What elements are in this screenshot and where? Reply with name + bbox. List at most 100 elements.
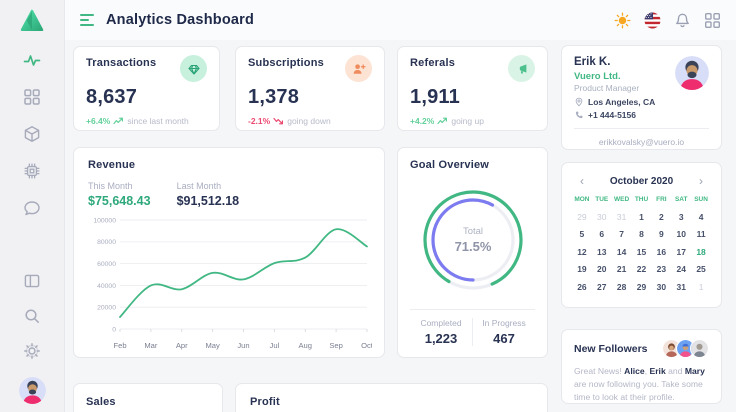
menu-toggle-icon[interactable] xyxy=(80,14,95,26)
svg-text:Apr: Apr xyxy=(176,341,188,350)
last-month-label: Last Month xyxy=(176,181,222,191)
svg-text:Feb: Feb xyxy=(113,341,126,350)
calendar-day[interactable]: 1 xyxy=(639,211,644,222)
new-followers-card: New Followers Great News! Alice, Erik an… xyxy=(561,329,722,404)
svg-text:60000: 60000 xyxy=(97,261,116,268)
cube-icon[interactable] xyxy=(23,125,41,143)
goal-chart xyxy=(423,190,523,290)
calendar-day[interactable]: 4 xyxy=(698,211,704,222)
calendar-card: ‹ October 2020 › MON TUE WED THU FRI SAT SUN 29… xyxy=(561,162,722,308)
calendar-day[interactable]: 20 xyxy=(597,264,607,274)
search-icon[interactable] xyxy=(23,307,41,325)
svg-text:100000: 100000 xyxy=(93,217,116,224)
calendar-day[interactable]: 22 xyxy=(636,264,647,274)
stat-card-transactions: Transactions 8,637 +6.4% since last mont… xyxy=(73,46,220,131)
calendar-day[interactable]: 29 xyxy=(636,281,647,292)
calendar-title: October 2020 xyxy=(609,175,674,187)
svg-text:Jun: Jun xyxy=(237,341,249,350)
header: Analytics Dashboard xyxy=(65,0,736,40)
svg-text:Mar: Mar xyxy=(144,341,158,350)
header-actions xyxy=(614,12,721,29)
revenue-card: Revenue This Month $75,648.43 Last Month… xyxy=(73,147,385,358)
calendar-day[interactable]: 13 xyxy=(597,246,607,257)
calendar-day[interactable]: 25 xyxy=(696,264,706,274)
calendar-day[interactable]: 18 xyxy=(696,246,706,257)
theme-sun-icon[interactable] xyxy=(614,12,631,29)
sales-title: Sales xyxy=(86,396,116,408)
calendar-day-name: MON xyxy=(574,196,590,203)
calendar-day[interactable]: 1 xyxy=(698,281,704,292)
goal-title: Goal Overview xyxy=(410,159,490,171)
calendar-day[interactable]: 19 xyxy=(577,264,587,274)
app-logo-icon[interactable] xyxy=(19,8,45,34)
calendar-day[interactable]: 14 xyxy=(616,246,627,257)
stat-delta: +4.2% xyxy=(410,116,435,126)
revenue-title: Revenue xyxy=(88,159,136,171)
inprogress-label: In Progress xyxy=(482,318,526,328)
panels-icon[interactable] xyxy=(23,272,41,290)
profile-location: Los Angeles, CA xyxy=(588,96,656,107)
calendar-day[interactable]: 31 xyxy=(676,281,686,292)
stat-note: going up xyxy=(451,116,484,126)
location-pin-icon xyxy=(575,97,583,106)
calendar-day[interactable]: 12 xyxy=(577,246,587,257)
user-avatar[interactable] xyxy=(18,377,46,404)
calendar-day[interactable]: 10 xyxy=(676,229,686,239)
calendar-day[interactable]: 5 xyxy=(579,229,585,239)
calendar-day[interactable]: 26 xyxy=(577,281,587,292)
calendar-day[interactable]: 7 xyxy=(619,229,624,239)
apps-grid-icon[interactable] xyxy=(704,12,721,29)
calendar-day[interactable]: 27 xyxy=(597,281,607,292)
phone-icon xyxy=(575,111,583,119)
goal-overview-card: Goal Overview Total 71.5% Completed 1,22… xyxy=(397,147,548,358)
follower-avatar-alice[interactable] xyxy=(662,339,681,358)
calendar-next-button[interactable]: › xyxy=(699,174,703,188)
calendar-day[interactable]: 6 xyxy=(599,229,605,239)
followers-text: Great News! Alice, Erik and Mary are now… xyxy=(574,366,705,402)
calendar-day[interactable]: 8 xyxy=(639,229,644,239)
calendar-day[interactable]: 15 xyxy=(636,246,647,257)
calendar-day-name: THU xyxy=(634,196,649,203)
profit-title: Profit xyxy=(250,396,280,408)
chat-icon[interactable] xyxy=(23,199,41,217)
calendar-day[interactable]: 30 xyxy=(656,281,667,292)
profile-avatar[interactable] xyxy=(675,56,709,90)
follower-avatar-erik[interactable] xyxy=(676,339,695,358)
calendar-day-name: SUN xyxy=(694,196,708,203)
svg-text:80000: 80000 xyxy=(97,239,116,246)
calendar-day[interactable]: 9 xyxy=(658,229,664,239)
calendar-day[interactable]: 31 xyxy=(616,211,627,222)
calendar-day[interactable]: 21 xyxy=(616,264,627,274)
calendar-day[interactable]: 17 xyxy=(676,246,686,257)
profile-company: Vuero Ltd. xyxy=(574,71,621,82)
profile-name: Erik K. xyxy=(574,56,611,68)
language-us-flag-icon[interactable] xyxy=(644,12,661,29)
calendar-day[interactable]: 24 xyxy=(676,264,686,274)
calendar-day[interactable]: 28 xyxy=(616,281,627,292)
profile-email[interactable]: erikkovalsky@vuero.io xyxy=(598,137,685,147)
calendar-day[interactable]: 2 xyxy=(658,211,664,222)
settings-gear-icon[interactable] xyxy=(23,342,41,360)
calendar-day[interactable]: 16 xyxy=(656,246,667,257)
chip-icon[interactable] xyxy=(23,162,41,180)
follower-avatar-mary[interactable] xyxy=(690,339,709,358)
calendar-day[interactable]: 30 xyxy=(597,211,607,222)
svg-text:Aug: Aug xyxy=(298,341,312,350)
notifications-bell-icon[interactable] xyxy=(674,12,691,29)
gem-icon xyxy=(180,55,207,82)
stat-label: Subscriptions xyxy=(248,57,324,69)
svg-text:Oct: Oct xyxy=(361,341,372,350)
stat-delta: +6.4% xyxy=(86,116,111,126)
followers-title: New Followers xyxy=(574,342,648,355)
megaphone-icon xyxy=(508,55,535,82)
stat-delta: -2.1% xyxy=(248,116,271,126)
calendar-day[interactable]: 11 xyxy=(696,229,706,239)
calendar-day[interactable]: 23 xyxy=(656,264,667,274)
calendar-day[interactable]: 3 xyxy=(678,211,684,222)
calendar-prev-button[interactable]: ‹ xyxy=(580,174,584,188)
sidebar xyxy=(0,0,65,412)
calendar-day[interactable]: 29 xyxy=(577,211,587,222)
stat-value: 1,378 xyxy=(248,86,300,108)
apps-grid-icon[interactable] xyxy=(23,88,41,106)
activity-icon[interactable] xyxy=(23,51,41,69)
